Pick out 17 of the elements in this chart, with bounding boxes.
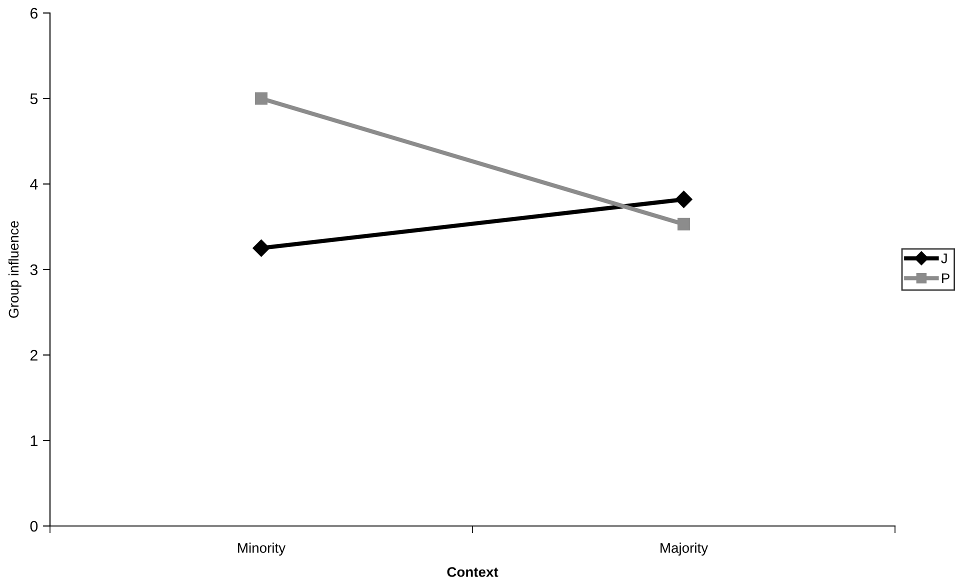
y-tick-label: 1 <box>30 436 38 446</box>
y-tick-label: 6 <box>30 8 38 19</box>
x-tick-label: Minority <box>238 542 286 556</box>
y-tick-label: 0 <box>30 520 38 532</box>
y-axis-title: Group influence <box>8 221 22 318</box>
y-tick-label: 4 <box>30 179 38 190</box>
point <box>678 218 690 230</box>
y-tick-label: 2 <box>30 350 38 361</box>
x-axis-title: Context <box>447 567 498 577</box>
x-tick-label: Majority <box>660 542 708 556</box>
point <box>255 92 268 105</box>
y-tick-label: 3 <box>30 264 38 276</box>
point <box>675 190 692 208</box>
legend-label: J <box>941 254 947 264</box>
legend-label: P <box>942 273 950 284</box>
y-tick-label: 5 <box>30 94 38 104</box>
point <box>252 240 270 257</box>
